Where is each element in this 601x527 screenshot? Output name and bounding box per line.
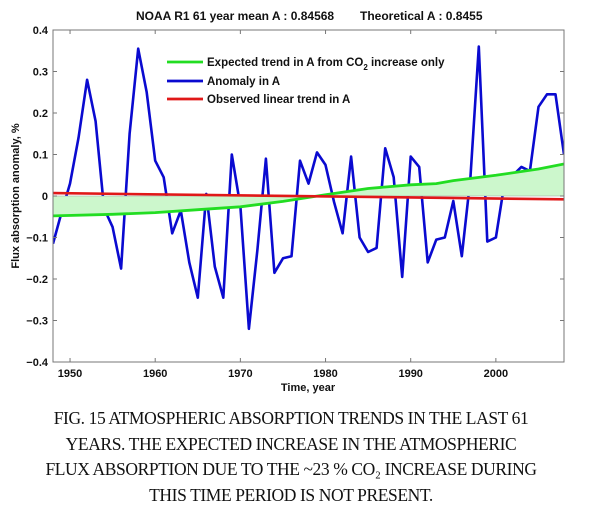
- y-tick-label: 0.3: [33, 67, 48, 79]
- x-tick-label: 1960: [143, 368, 167, 380]
- y-tick-label: 0.2: [33, 108, 48, 120]
- caption-line: FLUX ABSORPTION DUE TO THE ~23 % CO₂ INC…: [45, 459, 537, 479]
- x-axis-label: Time, year: [281, 382, 336, 394]
- figure-caption: FIG. 15 ATMOSPHERIC ABSORPTION TRENDS IN…: [0, 406, 582, 508]
- y-tick-label: −0.2: [26, 274, 48, 286]
- chart: NOAA R1 61 year mean A : 0.84568 Theoret…: [10, 9, 565, 394]
- x-tick-label: 2000: [484, 368, 508, 380]
- expected-trend-line: [53, 162, 564, 218]
- y-tick-label: −0.1: [26, 233, 48, 245]
- legend-label: Observed linear trend in A: [207, 94, 350, 106]
- x-tick-label: 1980: [313, 368, 337, 380]
- y-tick-label: −0.4: [26, 357, 49, 369]
- legend: Expected trend in A from CO2 increase on…: [167, 57, 445, 106]
- legend-label: Expected trend in A from CO2 increase on…: [207, 57, 445, 72]
- legend-label: Anomaly in A: [207, 76, 280, 88]
- expected-trend-fill: [53, 163, 564, 217]
- chart-title-left: NOAA R1 61 year mean A : 0.84568: [136, 9, 334, 23]
- y-tick-label: 0: [42, 191, 48, 203]
- caption-line: YEARS. THE EXPECTED INCREASE IN THE ATMO…: [65, 433, 517, 454]
- caption-line: THIS TIME PERIOD IS NOT PRESENT.: [149, 484, 433, 505]
- x-tick-label: 1950: [58, 368, 82, 380]
- x-tick-label: 1990: [398, 368, 422, 380]
- y-tick-label: −0.3: [26, 316, 48, 328]
- caption-line: FIG. 15 ATMOSPHERIC ABSORPTION TRENDS IN…: [53, 408, 529, 428]
- y-tick-label: 0.1: [33, 150, 48, 162]
- y-tick-label: 0.4: [33, 25, 49, 37]
- chart-title-right: Theoretical A : 0.8455: [360, 9, 483, 23]
- y-axis-label: Flux absorption anomaly, %: [10, 123, 22, 268]
- x-tick-label: 1970: [228, 368, 252, 380]
- observed-trend-line: [53, 191, 564, 201]
